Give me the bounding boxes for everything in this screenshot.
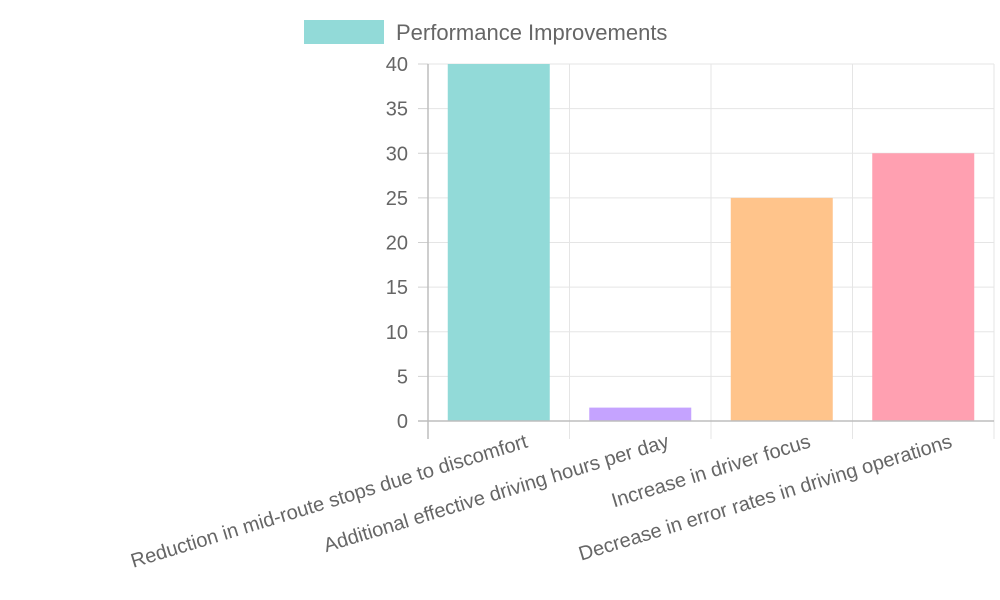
y-tick-label: 0: [397, 411, 408, 433]
y-tick-label: 30: [386, 143, 408, 165]
bars: [447, 64, 975, 421]
y-tick-label: 5: [397, 366, 408, 388]
legend-swatch[interactable]: [304, 20, 384, 44]
y-tick-label: 40: [386, 54, 408, 76]
legend[interactable]: Performance Improvements: [304, 20, 667, 45]
x-axis-ticks: Reduction in mid-route stops due to disc…: [128, 431, 954, 573]
legend-label[interactable]: Performance Improvements: [396, 20, 667, 45]
y-tick-label: 20: [386, 233, 408, 255]
bar[interactable]: [730, 197, 833, 421]
bar[interactable]: [589, 407, 692, 421]
y-tick-label: 35: [386, 99, 408, 121]
y-axis-ticks: 0 5 10 15 20 25 30 35 40: [386, 54, 408, 433]
y-tick-label: 10: [386, 322, 408, 344]
y-tick-label: 25: [386, 188, 408, 210]
y-tick-label: 15: [386, 277, 408, 299]
bar[interactable]: [872, 153, 975, 421]
bar[interactable]: [447, 64, 550, 421]
axes: [418, 64, 994, 439]
